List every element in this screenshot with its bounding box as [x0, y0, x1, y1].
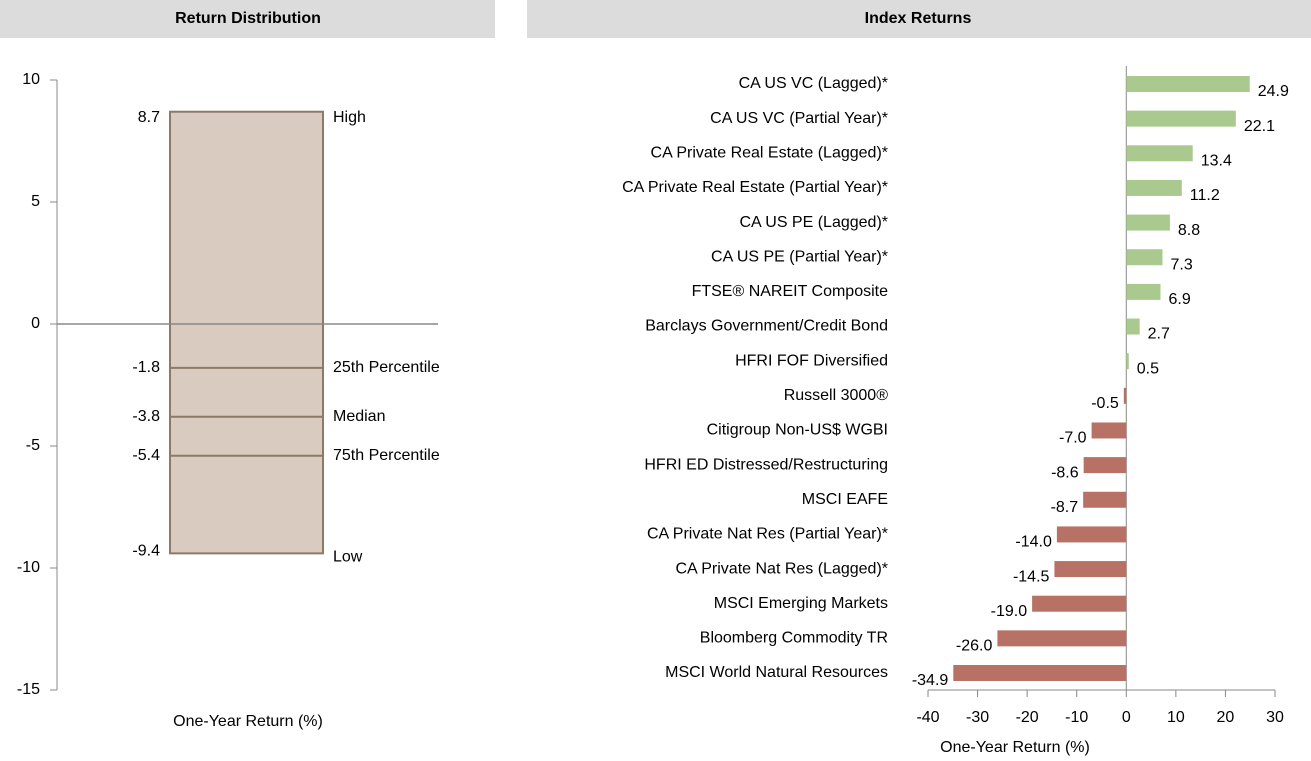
category-label: MSCI EAFE [802, 491, 888, 508]
bar [1083, 457, 1127, 474]
y-tick-label: 10 [22, 71, 40, 88]
x-tick-label: -30 [966, 709, 989, 726]
level-label: 25th Percentile [333, 359, 440, 376]
value-label: 7.3 [1170, 256, 1192, 273]
value-label: -26.0 [956, 638, 993, 655]
category-label: CA Private Nat Res (Lagged)* [675, 560, 888, 577]
value-label: -1.8 [132, 359, 160, 376]
chart-title: Return Distribution [175, 10, 321, 27]
x-axis-label: One-Year Return (%) [173, 713, 323, 730]
value-label: -14.5 [1013, 568, 1050, 585]
level-label: High [333, 109, 366, 126]
value-label: -19.0 [991, 603, 1028, 620]
value-label: -14.0 [1015, 534, 1052, 551]
bar [1126, 214, 1170, 231]
category-label: HFRI FOF Diversified [735, 352, 888, 369]
value-label: -0.5 [1091, 395, 1119, 412]
bar [953, 665, 1127, 681]
x-tick-label: -40 [916, 709, 939, 726]
category-label: MSCI Emerging Markets [714, 595, 888, 612]
level-label: Low [333, 549, 363, 566]
category-label: Russell 3000® [784, 387, 889, 404]
y-tick-label: 0 [31, 315, 40, 332]
category-label: CA US PE (Lagged)* [739, 214, 888, 231]
value-label: -8.7 [1051, 499, 1079, 516]
category-label: Bloomberg Commodity TR [700, 630, 888, 647]
box [169, 110, 324, 555]
value-label: -34.9 [912, 672, 949, 689]
value-label: -9.4 [132, 543, 160, 560]
value-label: 6.9 [1168, 291, 1190, 308]
header-bg [0, 0, 495, 38]
chart-title: Index Returns [865, 10, 972, 27]
y-tick-label: 5 [31, 193, 40, 210]
bar [1126, 353, 1129, 370]
value-label: 13.4 [1201, 153, 1232, 170]
value-label: 22.1 [1244, 118, 1275, 135]
value-label: 24.9 [1258, 83, 1289, 100]
bar [1054, 561, 1127, 578]
level-label: 75th Percentile [333, 447, 440, 464]
x-tick-label: 10 [1167, 709, 1185, 726]
category-label: CA Private Real Estate (Lagged)* [651, 145, 888, 162]
category-label: CA US PE (Partial Year)* [711, 248, 888, 265]
y-tick-label: -5 [26, 437, 40, 454]
header-bg [527, 0, 1311, 38]
category-label: Citigroup Non-US$ WGBI [707, 422, 888, 439]
x-axis-label: One-Year Return (%) [940, 739, 1090, 756]
x-tick-label: -20 [1016, 709, 1039, 726]
value-label: 0.5 [1137, 360, 1159, 377]
bar [1091, 422, 1127, 439]
category-label: CA US VC (Partial Year)* [710, 110, 888, 127]
x-tick-label: 30 [1266, 709, 1284, 726]
y-tick-label: -10 [17, 559, 40, 576]
category-label: HFRI ED Distressed/Restructuring [644, 456, 888, 473]
bar [1126, 76, 1250, 92]
bar [1126, 179, 1182, 196]
value-label: -7.0 [1059, 430, 1087, 447]
bar [1032, 595, 1127, 612]
category-label: Barclays Government/Credit Bond [645, 318, 888, 335]
value-label: 11.2 [1190, 187, 1220, 204]
bar [1126, 110, 1236, 127]
level-label: Median [333, 408, 385, 425]
bar [1126, 283, 1161, 300]
category-label: MSCI World Natural Resources [665, 664, 888, 681]
x-tick-label: 0 [1122, 709, 1131, 726]
y-tick-label: -15 [17, 681, 40, 698]
x-tick-label: 20 [1217, 709, 1235, 726]
value-label: 8.7 [138, 109, 160, 126]
bar [1126, 249, 1163, 266]
bar [1123, 387, 1127, 404]
category-label: FTSE® NAREIT Composite [692, 283, 889, 300]
value-label: -3.8 [132, 408, 160, 425]
bar [1126, 145, 1193, 162]
bar [1083, 491, 1127, 508]
bar [1056, 526, 1127, 543]
category-label: CA US VC (Lagged)* [739, 75, 888, 92]
value-label: -5.4 [132, 447, 160, 464]
value-label: -8.6 [1051, 464, 1079, 481]
category-label: CA Private Nat Res (Partial Year)* [647, 526, 888, 543]
category-label: CA Private Real Estate (Partial Year)* [622, 179, 888, 196]
bar [997, 630, 1127, 647]
value-label: 2.7 [1148, 326, 1170, 343]
bar [1126, 318, 1140, 335]
x-tick-label: -10 [1065, 709, 1088, 726]
value-label: 8.8 [1178, 222, 1200, 239]
